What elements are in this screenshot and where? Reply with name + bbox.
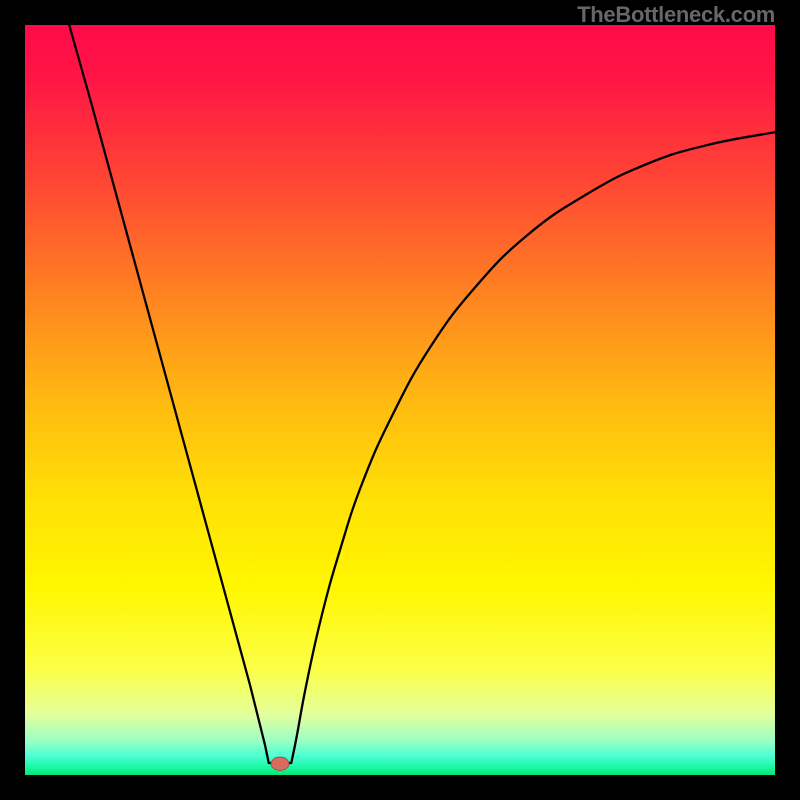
- plot-area: [25, 25, 775, 775]
- bottleneck-curve: [69, 25, 775, 763]
- watermark-text: TheBottleneck.com: [577, 2, 775, 28]
- curve-svg: [25, 25, 775, 775]
- chart-container: TheBottleneck.com: [0, 0, 800, 800]
- minimum-marker: [271, 757, 289, 771]
